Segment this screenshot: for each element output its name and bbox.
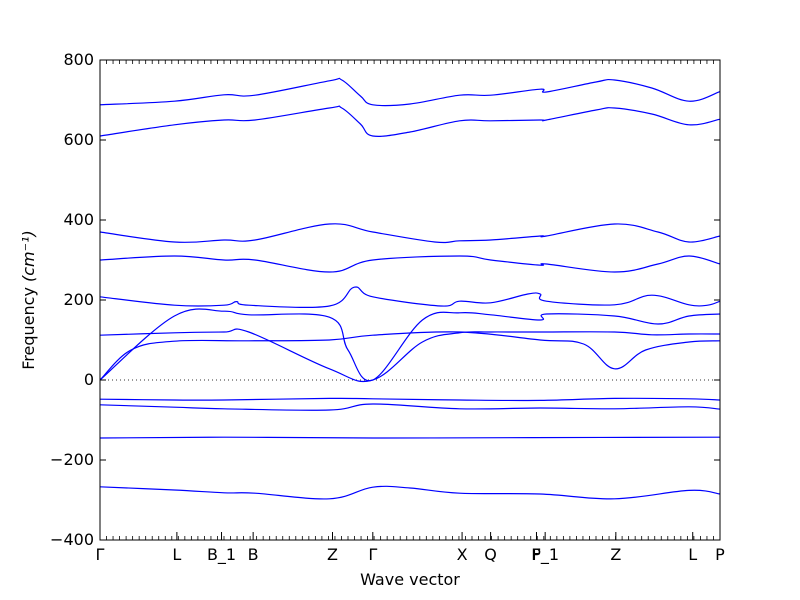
x-axis-label: Wave vector: [360, 570, 460, 589]
x-tick-label: Γ: [368, 545, 377, 564]
x-tick-label: P: [715, 545, 725, 564]
y-axis: −400 −200 0 200 400 600 800: [50, 50, 720, 549]
y-tick-label: 600: [63, 130, 94, 149]
band-line-4: [99, 255, 721, 273]
x-tick-label: X: [457, 545, 468, 564]
y-tick-label: 200: [63, 290, 94, 309]
x-tick-label: L: [688, 545, 697, 564]
series-layer: [99, 77, 721, 500]
band-line-8: [99, 331, 721, 381]
x-tick-label: Γ: [96, 545, 105, 564]
y-tick-label: 0: [84, 370, 94, 389]
x-tick-label: Z: [610, 545, 621, 564]
y-tick-label: −400: [50, 530, 94, 549]
y-tick-label: 400: [63, 210, 94, 229]
band-line-1: [99, 77, 721, 107]
x-axis: Γ L B_1 B Z Γ X Q FP_1 Z L P: [96, 60, 725, 565]
y-axis-label-unit: (cm⁻¹): [19, 230, 38, 282]
y-axis-label-text: Frequency: [19, 282, 38, 370]
band-line-11: [99, 436, 721, 439]
band-line-3: [99, 223, 721, 244]
band-line-5: [99, 286, 721, 309]
x-tick-label: F: [532, 545, 541, 564]
x-tick-label: P_1: [531, 545, 559, 565]
x-tick-label: B: [248, 545, 259, 564]
y-tick-label: −200: [50, 450, 94, 469]
band-line-12: [99, 485, 721, 500]
band-line-6: [99, 308, 721, 382]
x-tick-label: L: [172, 545, 181, 564]
band-line-10: [99, 403, 721, 411]
x-tick-label: Q: [484, 545, 497, 564]
band-line-9: [99, 397, 721, 402]
y-tick-label: 800: [63, 50, 94, 69]
y-axis-label: Frequency (cm⁻¹): [19, 230, 38, 369]
x-tick-label: B_1: [207, 545, 236, 565]
band-line-2: [99, 105, 721, 137]
x-tick-label: Z: [327, 545, 338, 564]
band-line-7: [99, 328, 721, 383]
